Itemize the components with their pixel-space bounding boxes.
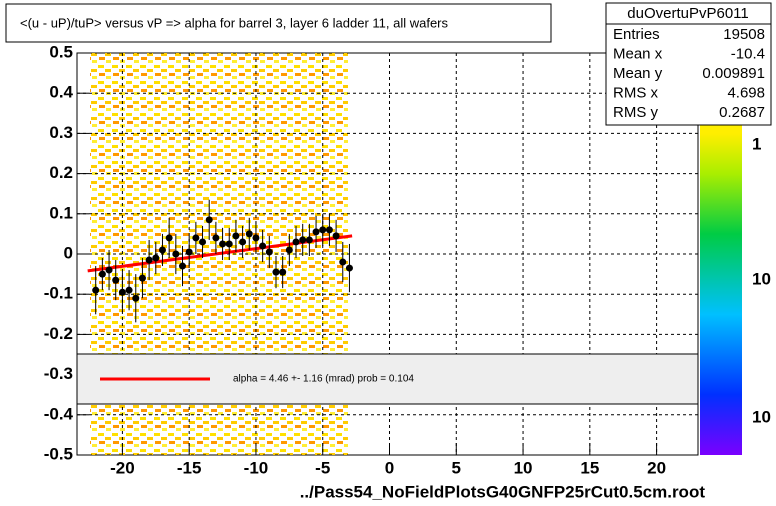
point <box>219 240 227 248</box>
point <box>332 232 340 240</box>
x-tick-label: 20 <box>647 458 666 477</box>
y-tick-label: 0.3 <box>49 123 73 142</box>
point <box>272 268 280 276</box>
stats-box <box>605 2 772 126</box>
point <box>232 232 240 240</box>
point <box>325 226 333 234</box>
stats-value: 19508 <box>723 26 765 43</box>
point <box>192 234 200 242</box>
point <box>339 258 347 266</box>
palette-label: 10 <box>752 407 771 426</box>
point <box>112 276 120 284</box>
point <box>239 238 247 246</box>
point <box>245 230 253 238</box>
point <box>305 236 313 244</box>
fit-legend-label: alpha = 4.46 +- 1.16 (mrad) prob = 0.104 <box>233 374 414 385</box>
x-tick-label: 5 <box>452 458 461 477</box>
point <box>172 250 180 258</box>
point <box>158 246 166 254</box>
y-tick-label: -0.4 <box>44 404 74 423</box>
stats-label: Mean x <box>613 45 663 62</box>
stats-label: RMS x <box>613 84 659 101</box>
point <box>299 236 307 244</box>
point <box>345 264 353 272</box>
stats-value: -10.4 <box>731 45 765 62</box>
y-tick-label: 0.1 <box>49 203 73 222</box>
x-tick-label: 0 <box>385 458 394 477</box>
stats-label: Mean y <box>613 65 663 82</box>
point <box>179 262 187 270</box>
y-tick-label: -0.2 <box>44 324 73 343</box>
stats-label: Entries <box>613 26 660 43</box>
x-tick-label: 15 <box>580 458 599 477</box>
point <box>205 216 213 224</box>
point <box>132 294 140 302</box>
point <box>125 286 133 294</box>
point <box>138 274 146 282</box>
point <box>98 270 106 278</box>
point <box>265 248 273 256</box>
chart-title: <(u - uP)/tuP> versus vP => alpha for ba… <box>20 15 449 30</box>
point <box>212 234 220 242</box>
point <box>225 240 233 248</box>
y-tick-label: -0.5 <box>44 444 73 463</box>
title-box <box>5 3 552 43</box>
x-tick-label: -20 <box>110 458 135 477</box>
stats-title: duOvertuPvP6011 <box>627 5 748 22</box>
point <box>279 268 287 276</box>
point <box>118 288 126 296</box>
stats-value: 0.2687 <box>719 104 765 121</box>
point <box>145 256 153 264</box>
y-tick-label: 0.2 <box>49 163 73 182</box>
point <box>152 254 160 262</box>
point <box>185 248 193 256</box>
stats-value: 0.009891 <box>702 65 765 82</box>
x-tick-label: 10 <box>514 458 533 477</box>
point <box>285 246 293 254</box>
stats-value: 4.698 <box>727 84 765 101</box>
point <box>259 242 267 250</box>
y-tick-label: 0.5 <box>49 42 73 61</box>
point <box>92 286 100 294</box>
palette-label: 1 <box>752 134 761 153</box>
x-tick-label: -15 <box>177 458 202 477</box>
point <box>252 234 260 242</box>
palette-label: 10 <box>752 269 771 288</box>
x-tick-label: -5 <box>315 458 330 477</box>
y-tick-label: -0.1 <box>44 284 73 303</box>
y-tick-label: 0 <box>64 243 73 262</box>
point <box>105 266 113 274</box>
point <box>199 238 207 246</box>
stats-label: RMS y <box>613 104 659 121</box>
x-axis-label: ../Pass54_NoFieldPlotsG40GNFP25rCut0.5cm… <box>300 482 706 501</box>
point <box>319 226 327 234</box>
point <box>165 234 173 242</box>
point <box>292 238 300 246</box>
x-tick-label: -10 <box>244 458 269 477</box>
y-tick-label: 0.4 <box>49 83 73 102</box>
y-tick-label: -0.3 <box>44 364 73 383</box>
point <box>312 228 320 236</box>
